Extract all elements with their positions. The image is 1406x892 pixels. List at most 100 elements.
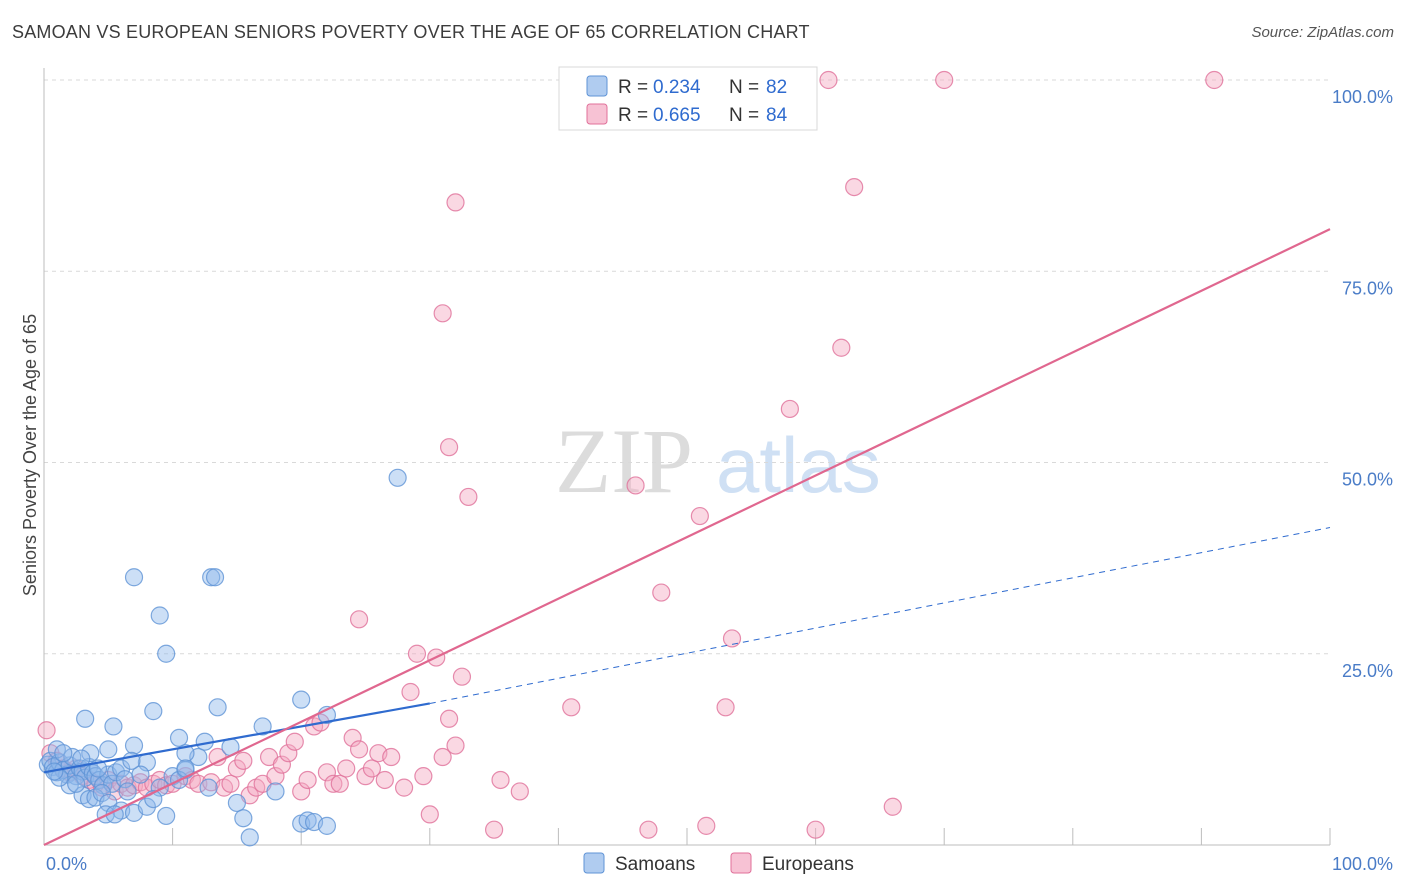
europeans-point: [292, 782, 311, 801]
europeans-point: [845, 178, 864, 197]
y-tick-label: 100.0%: [1332, 87, 1393, 107]
europeans-point: [343, 728, 362, 748]
europeans-point: [883, 797, 902, 816]
y-tick-label: 75.0%: [1342, 278, 1393, 298]
samoans-point: [157, 644, 176, 663]
watermark-zip: ZIP: [555, 410, 693, 512]
samoans-point: [60, 776, 79, 795]
europeans-point: [414, 767, 433, 786]
europeans-point: [452, 667, 472, 686]
samoans-point: [124, 736, 144, 755]
europeans-point: [1205, 70, 1224, 90]
europeans-trend-line: [43, 228, 1331, 846]
legend-r-label-europeans: R =: [618, 105, 648, 126]
samoans-point: [92, 783, 111, 803]
europeans-point: [446, 736, 465, 755]
europeans-point: [234, 751, 253, 770]
europeans-point: [626, 476, 645, 495]
legend-n-label-samoans: N =: [729, 77, 759, 98]
europeans-point: [562, 698, 581, 717]
europeans-point: [935, 70, 954, 90]
y-axis-label: Seniors Poverty Over the Age of 65: [20, 314, 40, 596]
trend-lines: [43, 228, 1331, 846]
samoans-point: [253, 717, 272, 736]
europeans-point: [324, 774, 343, 793]
samoans-trend-line: [43, 702, 430, 774]
samoans-point: [118, 782, 137, 801]
europeans-point: [394, 778, 414, 797]
europeans-point: [330, 774, 349, 793]
y-tick-label: 50.0%: [1342, 470, 1393, 490]
chart-title: SAMOAN VS EUROPEAN SENIORS POVERTY OVER …: [12, 22, 810, 42]
samoans-trend-extension: [429, 527, 1331, 704]
europeans-point: [690, 506, 709, 526]
europeans-point: [510, 782, 529, 801]
europeans-point: [433, 747, 452, 767]
europeans-point: [491, 770, 510, 790]
samoans-point: [131, 765, 150, 784]
europeans-point: [652, 583, 671, 602]
samoans-point: [208, 698, 227, 717]
samoans-point: [157, 806, 176, 826]
europeans-point: [439, 709, 459, 728]
samoans-point: [298, 811, 317, 830]
x-tick-label-min: 0.0%: [46, 854, 87, 874]
samoans-point: [54, 744, 73, 763]
europeans-point: [279, 744, 298, 763]
y-tick-label: 25.0%: [1342, 661, 1393, 681]
samoans-point: [234, 809, 253, 828]
europeans-point: [285, 732, 304, 751]
legend-n-value-samoans: 82: [766, 77, 787, 98]
bottom-legend-samoans: Samoans: [615, 854, 695, 875]
europeans-point: [697, 816, 716, 835]
europeans-point: [420, 805, 439, 824]
europeans-point: [832, 338, 851, 357]
europeans-point: [337, 759, 356, 778]
samoans-point: [124, 568, 144, 587]
europeans-point: [37, 721, 56, 740]
bottom-legend-swatch-europeans: [730, 852, 752, 874]
watermark-atlas: atlas: [716, 421, 881, 509]
samoans-point: [72, 749, 91, 768]
europeans-point: [722, 629, 742, 648]
europeans-point: [362, 759, 382, 778]
x-tick-label-max: 100.0%: [1332, 854, 1393, 874]
bottom-legend-swatch-samoans: [583, 852, 605, 874]
europeans-point: [382, 747, 401, 767]
samoans-point: [205, 568, 225, 587]
europeans-point: [446, 193, 465, 212]
europeans-point: [221, 774, 240, 793]
europeans-point: [485, 820, 504, 839]
legend-r-label-samoans: R =: [618, 77, 648, 98]
samoans-point: [240, 828, 259, 847]
europeans-point: [401, 682, 420, 702]
samoans-point: [112, 759, 131, 778]
source-label: Source: ZipAtlas.com: [1251, 24, 1394, 41]
bottom-legend: Samoans Europeans: [583, 852, 854, 875]
legend-r-value-europeans: 0.665: [653, 105, 701, 126]
samoans-point: [317, 816, 337, 835]
samoans-point: [199, 778, 218, 797]
europeans-point: [819, 70, 838, 90]
legend-swatch-samoans: [586, 75, 608, 97]
samoans-point: [202, 568, 221, 587]
samoans-point: [104, 717, 123, 736]
top-legend: R = 0.234 N = 82 R = 0.665 N = 84: [558, 66, 818, 131]
europeans-point: [780, 399, 799, 419]
europeans-point: [272, 755, 292, 774]
legend-n-value-europeans: 84: [766, 105, 788, 126]
legend-r-value-samoans: 0.234: [653, 77, 701, 98]
samoans-point: [67, 774, 86, 793]
europeans-point: [317, 763, 337, 782]
bottom-legend-europeans: Europeans: [762, 854, 854, 875]
samoans-point: [388, 468, 407, 487]
legend-swatch-europeans: [586, 103, 608, 125]
europeans-point: [375, 770, 394, 790]
europeans-point: [266, 767, 285, 786]
samoans-point: [266, 782, 285, 801]
europeans-point: [806, 820, 825, 839]
axes: [43, 68, 1331, 846]
samoans-point: [144, 702, 163, 721]
europeans-point: [639, 820, 658, 839]
